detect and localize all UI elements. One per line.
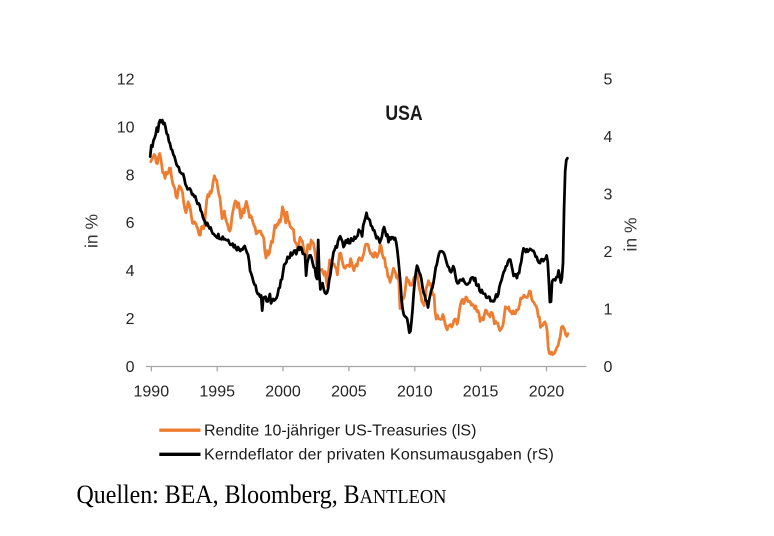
svg-text:4: 4 (126, 263, 135, 280)
svg-text:0: 0 (126, 359, 135, 376)
svg-text:2000: 2000 (265, 384, 301, 401)
svg-text:2: 2 (604, 244, 613, 261)
svg-text:2: 2 (126, 311, 135, 328)
svg-text:in %: in % (82, 214, 102, 248)
svg-text:2010: 2010 (397, 384, 433, 401)
svg-text:Rendite 10-jähriger US-Treasur: Rendite 10-jähriger US-Treasuries (lS) (204, 423, 476, 440)
svg-text:12: 12 (117, 72, 135, 89)
svg-text:Quellen: BEA, Bloomberg, BANTL: Quellen: BEA, Bloomberg, BANTLEON (77, 481, 447, 509)
svg-text:1990: 1990 (134, 384, 170, 401)
svg-text:8: 8 (126, 167, 135, 184)
svg-text:3: 3 (604, 187, 613, 204)
svg-text:4: 4 (604, 129, 613, 146)
svg-text:USA: USA (385, 102, 422, 126)
svg-text:2005: 2005 (331, 384, 367, 401)
svg-text:2015: 2015 (463, 384, 499, 401)
svg-text:5: 5 (604, 72, 613, 89)
svg-text:2020: 2020 (529, 384, 565, 401)
svg-text:1995: 1995 (199, 384, 235, 401)
svg-text:0: 0 (604, 359, 613, 376)
svg-text:6: 6 (126, 215, 135, 232)
svg-text:1: 1 (604, 302, 613, 319)
svg-text:in %: in % (621, 217, 641, 251)
svg-text:Kerndeflator der privaten Kons: Kerndeflator der privaten Konsumausgaben… (204, 447, 554, 464)
svg-text:10: 10 (117, 119, 135, 136)
